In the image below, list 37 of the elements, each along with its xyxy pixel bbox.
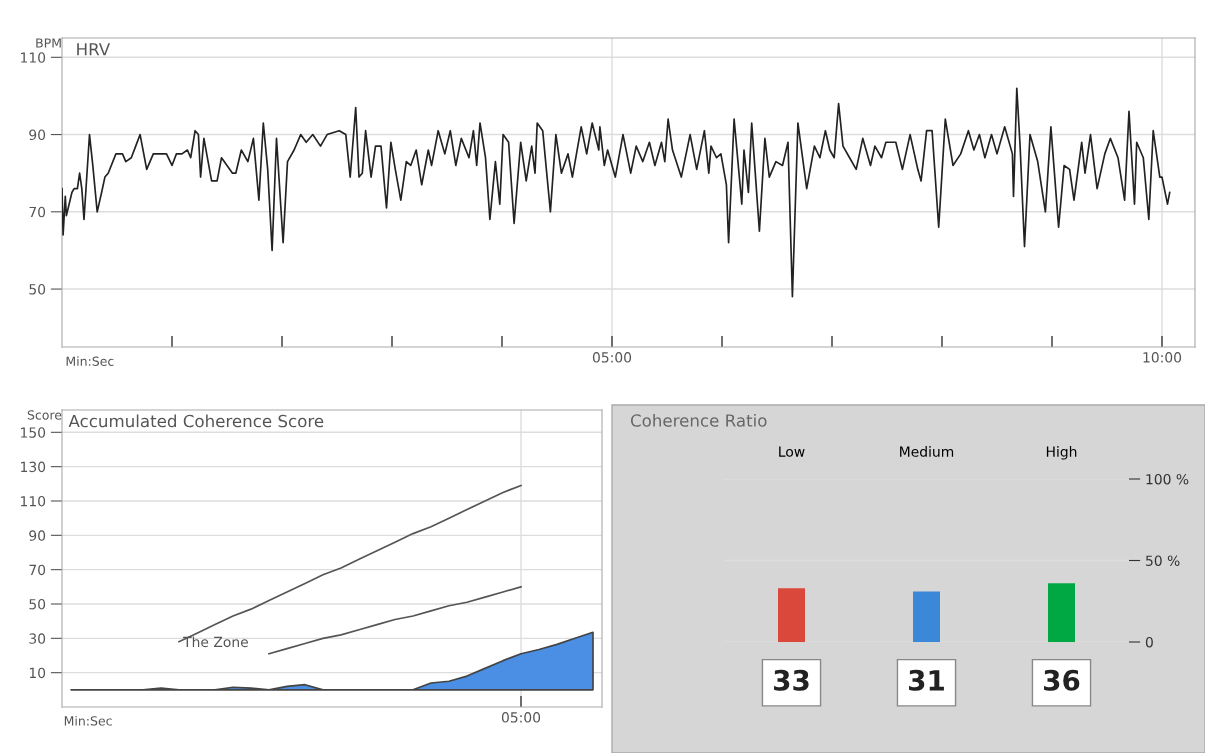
y-tick-label: 70 xyxy=(29,206,46,218)
y-tick-label: 50 xyxy=(29,284,46,295)
y-tick-label: 90 xyxy=(29,129,46,141)
x-axis-title: Min:Sec xyxy=(64,715,112,726)
data-label: 33 xyxy=(774,669,809,691)
y-tick-label: 100 % xyxy=(1146,473,1189,485)
annotation: The Zone xyxy=(183,636,248,648)
y-tick-label: 0 xyxy=(1145,636,1153,648)
y-tick-label: 110 xyxy=(21,495,46,507)
x-tick-label: 10:00 xyxy=(1143,352,1182,363)
line-series xyxy=(62,87,1171,298)
chart-title: HRV xyxy=(77,43,111,56)
y-tick-label: 70 xyxy=(29,564,46,576)
data-label: 31 xyxy=(909,669,944,691)
bar xyxy=(1048,583,1075,642)
y-tick-label: 10 xyxy=(29,667,46,679)
y-tick-label: 30 xyxy=(29,633,46,644)
y-tick-label: 90 xyxy=(29,530,46,541)
x-tick-label: Medium xyxy=(900,446,954,457)
x-tick-label: High xyxy=(1046,446,1077,460)
x-tick-label: 05:00 xyxy=(501,712,541,723)
y-axis-title: Score xyxy=(27,410,62,420)
line-series xyxy=(268,585,522,655)
x-axis-title: Min:Sec xyxy=(66,356,114,366)
x-tick-label: 05:00 xyxy=(592,352,632,363)
bar xyxy=(778,588,805,642)
y-tick-label: 50 % xyxy=(1146,555,1180,566)
y-tick-label: 50 xyxy=(29,598,46,610)
chart-title: Accumulated Coherence Score xyxy=(68,414,324,428)
x-tick-label: Low xyxy=(779,446,805,457)
chart-title: Coherence Ratio xyxy=(630,413,767,427)
y-axis-title: BPM xyxy=(36,38,61,48)
data-label: 36 xyxy=(1044,669,1080,691)
bar xyxy=(913,591,940,642)
y-tick-label: 110 xyxy=(21,52,46,63)
y-tick-label: 150 xyxy=(21,427,46,438)
y-tick-label: 130 xyxy=(21,461,46,473)
